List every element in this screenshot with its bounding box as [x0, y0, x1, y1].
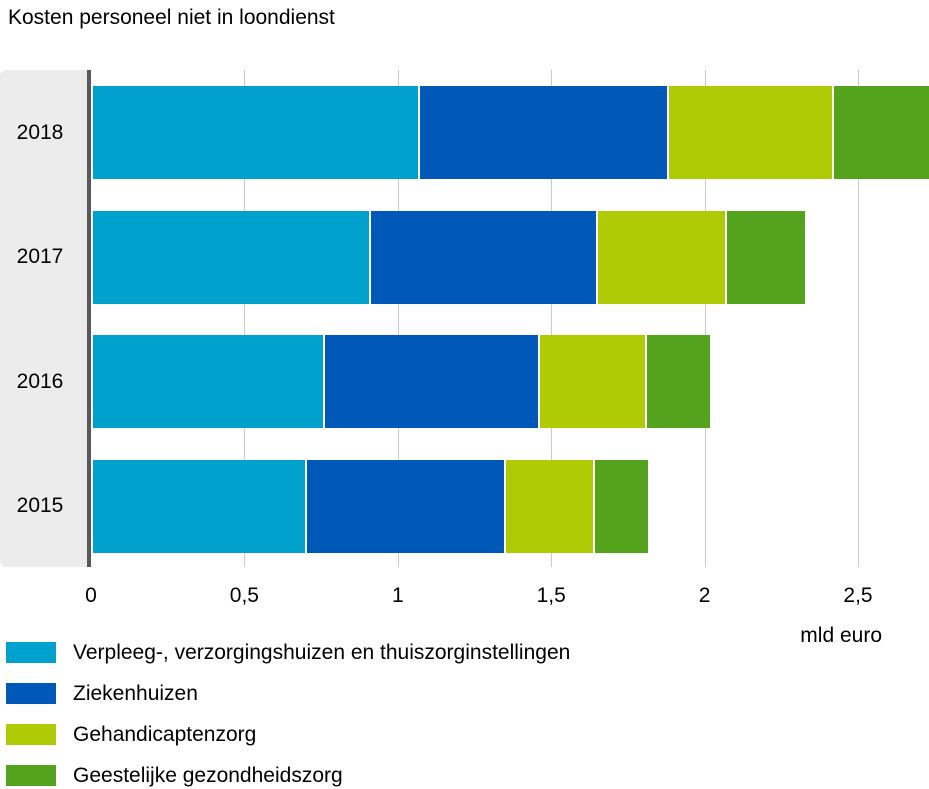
y-axis-label-2016: 2016 — [16, 369, 64, 393]
bar-segment-2017-2 — [371, 210, 597, 304]
legend-label-ggz: Geestelijke gezondheidszorg — [73, 763, 343, 787]
bar-segment-2016-3 — [539, 335, 646, 428]
bar-segment-2015-4 — [595, 459, 649, 553]
y-axis-label-2015: 2015 — [16, 494, 64, 517]
legend-item-ggz: Geestelijke gezondheidszorg — [6, 763, 343, 787]
x-axis-tick-1,5: 1,5 — [536, 584, 566, 607]
legend-swatch-gehandicaptenzorg — [6, 724, 56, 745]
gridline — [397, 70, 399, 567]
y-axis-band — [0, 70, 87, 567]
bar-segment-2017-4 — [727, 210, 805, 304]
legend-swatch-verpleeg — [6, 642, 56, 663]
gridline — [551, 70, 553, 567]
bar-segment-2015-3 — [506, 459, 594, 553]
legend-item-ziekenhuizen: Ziekenhuizen — [6, 681, 198, 705]
legend-swatch-ziekenhuizen — [6, 683, 56, 704]
x-axis-tick-0,5: 0,5 — [229, 584, 259, 607]
bar-segment-2018-4 — [834, 86, 929, 179]
x-axis-tick-0: 0 — [85, 584, 97, 607]
legend-label-gehandicaptenzorg: Gehandicaptenzorg — [73, 722, 257, 746]
legend-label-ziekenhuizen: Ziekenhuizen — [73, 681, 198, 705]
legend-item-gehandicaptenzorg: Gehandicaptenzorg — [6, 722, 257, 746]
bar-segment-2017-1 — [93, 210, 370, 304]
chart-title: Kosten personeel niet in loondienst — [8, 6, 335, 29]
bar-segment-2016-2 — [325, 335, 538, 428]
y-axis-line — [87, 70, 91, 567]
y-axis-label-2018: 2018 — [16, 120, 64, 144]
gridline — [704, 70, 706, 567]
legend-item-verpleeg: Verpleeg-, verzorgingshuizen en thuiszor… — [6, 640, 571, 664]
bar-segment-2015-1 — [93, 459, 305, 553]
bar-segment-2015-2 — [306, 459, 505, 553]
legend-swatch-ggz — [6, 765, 56, 786]
bar-segment-2017-3 — [598, 210, 725, 304]
x-axis-tick-2,5: 2,5 — [843, 584, 873, 607]
legend-label-verpleeg: Verpleeg-, verzorgingshuizen en thuiszor… — [73, 640, 571, 664]
gridline — [244, 70, 246, 567]
bar-segment-2016-4 — [647, 335, 710, 428]
bar-segment-2018-2 — [420, 86, 667, 179]
gridline — [858, 70, 859, 567]
x-axis-tick-1: 1 — [391, 584, 404, 607]
x-axis-unit-label: mld euro — [800, 624, 882, 647]
bar-segment-2018-3 — [668, 86, 833, 179]
bar-segment-2016-1 — [93, 335, 324, 428]
x-axis-tick-2: 2 — [698, 584, 711, 607]
bar-segment-2018-1 — [93, 86, 419, 179]
y-axis-label-2017: 2017 — [16, 245, 64, 268]
